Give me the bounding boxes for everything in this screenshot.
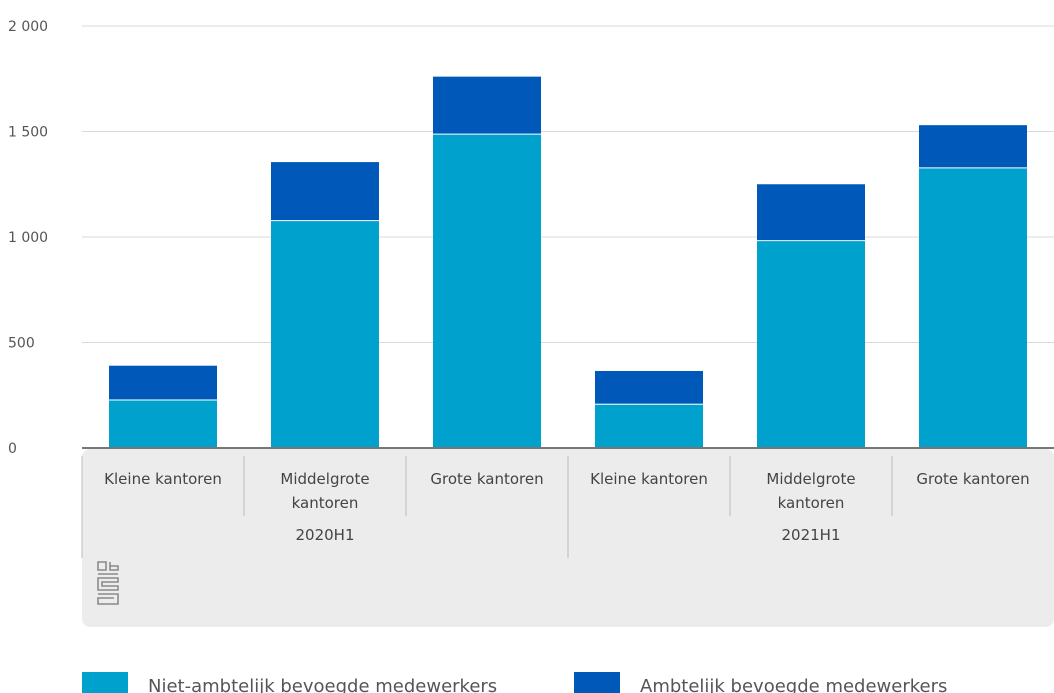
bar-segment xyxy=(433,76,541,134)
y-axis-ticks: 0 500 1 000 1 500 2 000 xyxy=(8,19,48,457)
bar-segment xyxy=(109,399,217,448)
bar-segment xyxy=(271,220,379,448)
category-label: Kleine kantoren xyxy=(590,470,708,488)
bar-segment xyxy=(595,370,703,404)
bars xyxy=(109,76,1027,449)
category-label: Grote kantoren xyxy=(916,470,1029,488)
bar-segment xyxy=(595,403,703,448)
legend-swatch xyxy=(574,672,620,693)
category-label: Kleine kantoren xyxy=(104,470,222,488)
group-label: 2021H1 xyxy=(782,526,841,544)
y-tick-label: 500 xyxy=(8,336,35,352)
bar-segment xyxy=(109,365,217,400)
bar-segment xyxy=(433,133,541,449)
cbs-logo-icon xyxy=(97,561,119,605)
category-label: Middelgrote kantoren xyxy=(766,470,855,512)
group-label: 2020H1 xyxy=(296,526,355,544)
bar-segment xyxy=(919,125,1027,168)
legend: Niet-ambtelijk bevoegde medewerkers Ambte… xyxy=(82,672,947,693)
y-tick-label: 1 000 xyxy=(8,230,48,246)
legend-swatch xyxy=(82,672,128,693)
y-tick-label: 0 xyxy=(8,441,17,457)
bar-segment xyxy=(271,162,379,221)
category-label: Grote kantoren xyxy=(430,470,543,488)
group-labels: 2020H1 2021H1 xyxy=(81,456,841,558)
bar-segment xyxy=(919,167,1027,448)
category-label: Middelgrote kantoren xyxy=(280,470,369,512)
category-labels: Kleine kantoren Middelgrote kantoren Grote … xyxy=(104,456,1030,516)
y-tick-label: 1 500 xyxy=(8,125,48,141)
bar-segment xyxy=(757,240,865,448)
legend-label: Ambtelijk bevoegde medewerkers xyxy=(640,676,947,693)
bar-segment xyxy=(757,184,865,241)
legend-label: Niet-ambtelijk bevoegde medewerkers xyxy=(148,676,497,693)
y-tick-label: 2 000 xyxy=(8,19,48,35)
grid-lines xyxy=(82,25,1054,343)
